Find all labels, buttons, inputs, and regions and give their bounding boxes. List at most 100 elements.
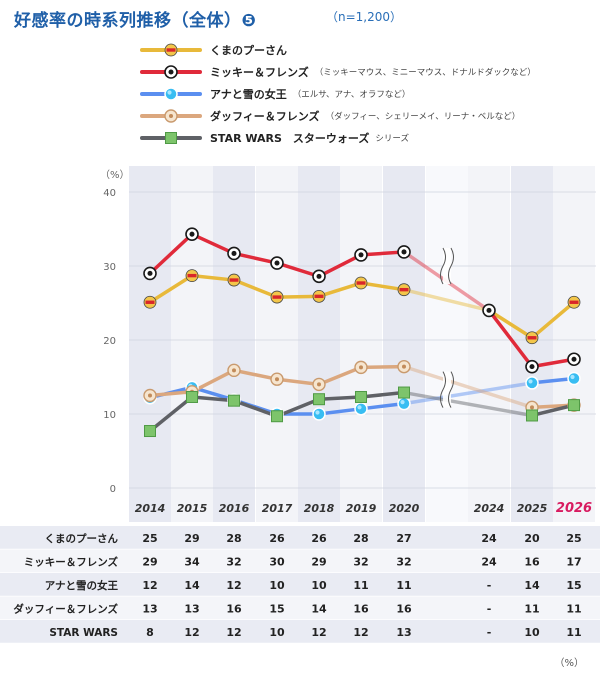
series-bridge-pooh: [403, 287, 490, 313]
y-axis-unit: （%）: [100, 169, 130, 181]
table-row: [0, 549, 600, 573]
table-cell: -: [487, 626, 492, 639]
table-cell: 13: [184, 603, 199, 616]
table-cell: 10: [269, 626, 285, 639]
y-tick-label: 20: [103, 336, 116, 347]
table-row: [0, 596, 600, 620]
data-point-starwars: [398, 386, 410, 399]
column-band: [213, 166, 255, 522]
data-point-pooh: [143, 295, 157, 309]
duffy-marker-icon: [140, 109, 202, 123]
legend-label: アナと雪の女王: [210, 88, 287, 101]
data-point-starwars: [568, 399, 580, 412]
data-point-anna: [525, 376, 539, 390]
legend-item-duffy: ダッフィー＆フレンズ （ダッフィー、シェリーメイ、リーナ・ベルなど）: [140, 105, 600, 127]
table-cell: 12: [353, 626, 368, 639]
table-cell: 12: [226, 626, 241, 639]
table-cell: 29: [142, 556, 157, 569]
table-cell: 25: [566, 532, 581, 545]
legend: くまのプーさんミッキー＆フレンズ （ミッキーマウス、ミニーマウス、ドナルドダックな…: [140, 39, 600, 149]
data-point-mickey: [227, 246, 241, 261]
data-point-starwars: [186, 390, 198, 403]
column-band: [129, 166, 171, 522]
table-cell: 10: [524, 626, 540, 639]
table-cell: 12: [226, 579, 241, 592]
data-point-pooh: [397, 283, 411, 297]
break-line: [440, 371, 446, 408]
y-axis: 0 10 20 30 40 （%）: [100, 169, 130, 495]
x-tick-label: 2016: [219, 502, 250, 515]
data-table: くまのプーさん 25 29 28 26 26 28 27 24 20 25 ミッキー＆フレンズ 29 34…: [0, 526, 600, 645]
column-band: [171, 166, 213, 522]
data-point-anna: [354, 402, 368, 416]
table-cell: 28: [353, 532, 368, 545]
table-cell: 11: [396, 579, 411, 592]
column-band: [256, 166, 298, 522]
table-unit-label: （%）: [554, 658, 584, 669]
data-point-duffy: [270, 372, 284, 386]
row-header: アナと雪の女王: [45, 579, 119, 592]
data-point-starwars: [271, 410, 283, 423]
column-band: [468, 166, 510, 522]
data-point-mickey: [525, 359, 539, 374]
data-point-mickey: [312, 269, 326, 284]
legend-sublabel: （ダッフィー、シェリーメイ、リーナ・ベルなど）: [325, 112, 521, 122]
x-tick-label: 2025: [517, 502, 548, 515]
table-cell: 13: [142, 603, 157, 616]
legend-item-anna: アナと雪の女王 （エルサ、アナ、オラフなど）: [140, 83, 600, 105]
table-cell: 16: [226, 603, 242, 616]
mickey-marker-icon: [140, 65, 202, 79]
x-tick-label: 2020: [389, 502, 420, 515]
data-point-mickey: [354, 248, 368, 262]
table-cell: 16: [524, 556, 540, 569]
data-point-duffy: [143, 388, 157, 403]
table-cell: 15: [269, 603, 284, 616]
table-cell: 16: [353, 603, 369, 616]
table-row: [0, 526, 600, 550]
series-markers: [143, 227, 581, 438]
legend-label: くまのプーさん: [210, 44, 287, 57]
y-tick-label: 30: [103, 262, 116, 273]
row-header: ミッキー＆フレンズ: [24, 556, 119, 569]
y-tick-label: 40: [103, 188, 116, 199]
page-title: 好感率の時系列推移（全体）❺: [14, 10, 257, 31]
pooh-marker-icon: [140, 43, 202, 57]
table-cell: 13: [396, 626, 411, 639]
data-point-mickey: [185, 227, 199, 241]
legend-item-mickey: ミッキー＆フレンズ （ミッキーマウス、ミニーマウス、ドナルドダックなど）: [140, 61, 600, 83]
table-cell: 29: [184, 532, 199, 545]
break-mask: [443, 248, 451, 284]
table-cell: 17: [566, 556, 581, 569]
table-cell: 20: [524, 532, 540, 545]
break-line: [440, 247, 446, 285]
plot-background: [129, 166, 595, 522]
table-cell: 11: [566, 603, 581, 616]
x-tick-label: 2019: [346, 502, 377, 515]
break-line: [448, 247, 454, 285]
table-cell: 11: [353, 579, 368, 592]
legend-sublabel: （エルサ、アナ、オラフなど）: [292, 90, 411, 100]
table-cell: 34: [184, 556, 200, 569]
table-cell: 11: [524, 603, 539, 616]
table-cell: 10: [311, 579, 327, 592]
data-point-starwars: [526, 409, 538, 422]
table-cell: 15: [566, 579, 581, 592]
table-cell: 14: [524, 579, 540, 592]
column-band: [298, 166, 340, 522]
x-tick-label: 2024: [474, 502, 505, 515]
table-cell: 26: [269, 532, 285, 545]
break-mask: [443, 371, 451, 408]
table-cell: 24: [481, 556, 497, 569]
table-cell: 24: [481, 532, 497, 545]
table-cell: 14: [184, 579, 200, 592]
data-point-pooh: [567, 295, 581, 309]
table-cell: 29: [311, 556, 326, 569]
legend-label: STAR WARS スターウォーズ: [210, 132, 370, 145]
green-square-marker-icon: [140, 132, 202, 144]
table-cell: 26: [311, 532, 327, 545]
table-cell: 32: [353, 556, 368, 569]
x-tick-label: 2026: [556, 501, 592, 516]
data-point-duffy: [227, 363, 241, 378]
break-line: [448, 371, 454, 408]
